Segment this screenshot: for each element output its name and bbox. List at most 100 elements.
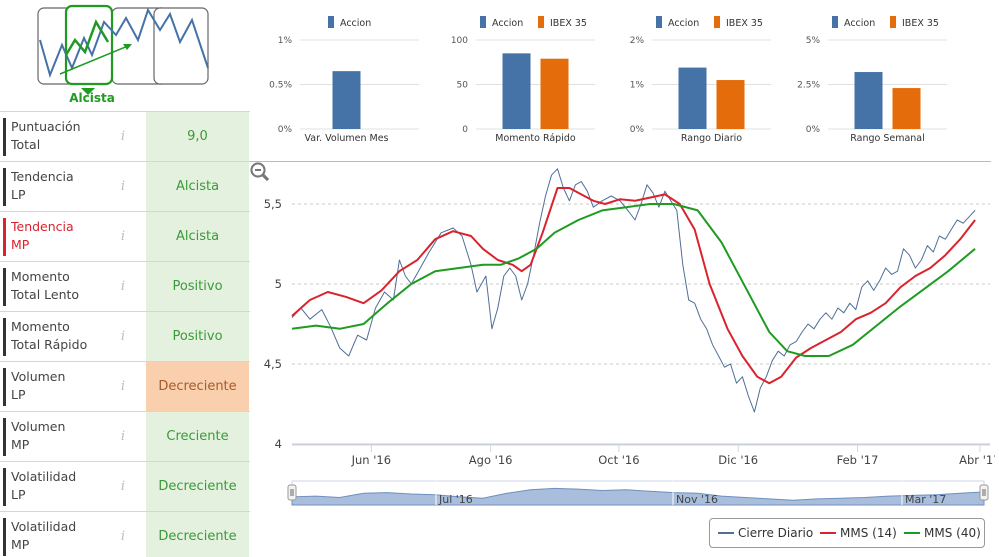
indicator-value: Creciente [146,412,249,462]
mini-bar-accion[interactable] [854,72,883,129]
main-ytick-label: 5 [275,277,282,291]
indicator-label: Volatilidad LP [3,468,113,506]
mini-ytick-label: 2% [630,36,645,46]
mini-chart-title: Momento Rápido [495,133,576,144]
mini-ytick-label: 0.5% [269,81,292,91]
main-xtick-label: Jun '16 [351,453,391,467]
navigator-label: Jul '16 [438,493,473,506]
indicator-value: Decreciente [146,512,249,557]
mini-legend-item[interactable]: IBEX 35 [714,16,763,29]
indicator-row: Puntuación Total i 9,0 [0,111,250,162]
mini-bar-accion[interactable] [332,71,361,129]
section-divider [250,161,991,162]
mini-legend-swatch [714,16,720,28]
zoom-out-icon[interactable] [250,162,270,182]
mini-ytick-label: 0% [278,125,293,135]
mini-legend-swatch [832,16,838,28]
mini-legend-swatch [538,16,544,28]
navigator-series [291,487,985,506]
indicator-value: Positivo [146,312,249,362]
indicator-label-line1: Tendencia [11,219,74,234]
mini-legend-item[interactable]: Accion [656,16,699,29]
info-icon[interactable]: i [120,129,126,144]
mini-chart-2: Accion IBEX 35 0 50 100 Momento Rápido [451,16,595,144]
indicator-label-line2: LP [11,487,26,502]
mini-legend-item[interactable]: IBEX 35 [890,16,939,29]
legend-swatch [904,531,920,534]
info-icon[interactable]: i [120,329,126,344]
mini-legend-label: IBEX 35 [550,18,587,29]
mini-charts-svg: Accion 0% 0.5% 1% Var. Volumen Mes Accion IBEX… [269,16,947,144]
mini-ytick-label: 100 [451,36,468,46]
indicator-label-line1: Puntuación [11,119,81,134]
mini-ytick-label: 0 [462,125,468,135]
navigator-handle-body [979,484,989,501]
info-icon[interactable]: i [120,179,126,194]
series-mms-40[interactable] [291,203,976,357]
mini-legend-swatch [890,16,896,28]
navigator-handle-left[interactable] [287,484,297,501]
trend-arrow-head [123,44,132,50]
mini-legend-label: Accion [668,18,699,29]
mini-bar-ibex-35[interactable] [540,58,569,129]
indicator-label: Tendencia LP [3,168,113,206]
legend-item-cierre[interactable]: Cierre Diario [718,519,813,547]
legend-item-mms40[interactable]: MMS (40) [904,519,981,547]
indicator-value: Positivo [146,262,249,312]
legend-swatch [718,531,734,534]
indicator-row: Volatilidad MP i Decreciente [0,511,250,557]
info-icon[interactable]: i [120,429,126,444]
mini-legend-item[interactable]: Accion [328,16,371,29]
mini-legend-item[interactable]: Accion [480,16,523,29]
indicator-panel: Alcista Puntuación Total i 9,0 Tendencia LP i A… [0,0,250,557]
price-chart: 4 4,5 5 5,5 Jun '16 Ago '16 Oct '16 Dic '16 Feb … [250,162,995,557]
trend-price-line [39,7,209,79]
indicator-label-line1: Volatilidad [11,469,77,484]
mini-legend-item[interactable]: IBEX 35 [538,16,587,29]
info-icon[interactable]: i [120,379,126,394]
mini-legend-swatch [656,16,662,28]
legend-label: MMS (40) [924,526,981,540]
indicator-label: Momento Total Lento [3,268,113,306]
mini-legend-swatch [328,16,334,28]
indicator-value: 9,0 [146,112,249,162]
chart-legend: Cierre Diario MMS (14) MMS (40) [709,518,985,548]
indicator-label: Volumen MP [3,418,113,456]
mini-bar-accion[interactable] [678,67,707,129]
mini-chart-title: Rango Semanal [850,133,925,144]
indicator-label-line2: Total Lento [11,287,80,302]
mini-ytick-label: 0% [806,125,821,135]
main-xtick-label: Feb '17 [837,453,879,467]
info-icon[interactable]: i [120,529,126,544]
indicator-row: Tendencia LP i Alcista [0,161,250,212]
mini-ytick-label: 50 [457,81,469,91]
indicator-row: Volumen LP i Decreciente [0,361,250,412]
mini-bar-ibex-35[interactable] [892,88,921,129]
info-icon[interactable]: i [120,229,126,244]
legend-item-mms14[interactable]: MMS (14) [820,519,897,547]
mini-legend-item[interactable]: Accion [832,16,875,29]
navigator-handle-right[interactable] [979,484,989,501]
mini-bar-ibex-35[interactable] [716,80,745,129]
info-icon[interactable]: i [120,479,126,494]
mini-ytick-label: 1% [278,36,293,46]
mini-legend-label: Accion [844,18,875,29]
legend-label: Cierre Diario [738,526,814,540]
comparison-bar-charts: Accion 0% 0.5% 1% Var. Volumen Mes Accion IBEX… [256,0,991,160]
indicator-value: Alcista [146,212,249,262]
indicator-label: Volatilidad MP [3,518,113,556]
trend-chart-icon [37,4,209,95]
main-xtick-label: Oct '16 [598,453,639,467]
info-icon[interactable]: i [120,279,126,294]
series-cierre-diario[interactable] [291,168,976,413]
indicator-row: Tendencia MP i Alcista [0,211,250,262]
series-mms-14[interactable] [291,187,976,385]
indicator-label-line2: MP [11,237,30,252]
mini-chart-title: Var. Volumen Mes [304,133,388,144]
indicator-label: Volumen LP [3,368,113,406]
trend-highlight-line [64,19,110,56]
indicator-row: Volumen MP i Creciente [0,411,250,462]
mini-legend-label: Accion [340,18,371,29]
main-ytick-label: 5,5 [264,197,282,211]
mini-bar-accion[interactable] [502,53,531,129]
